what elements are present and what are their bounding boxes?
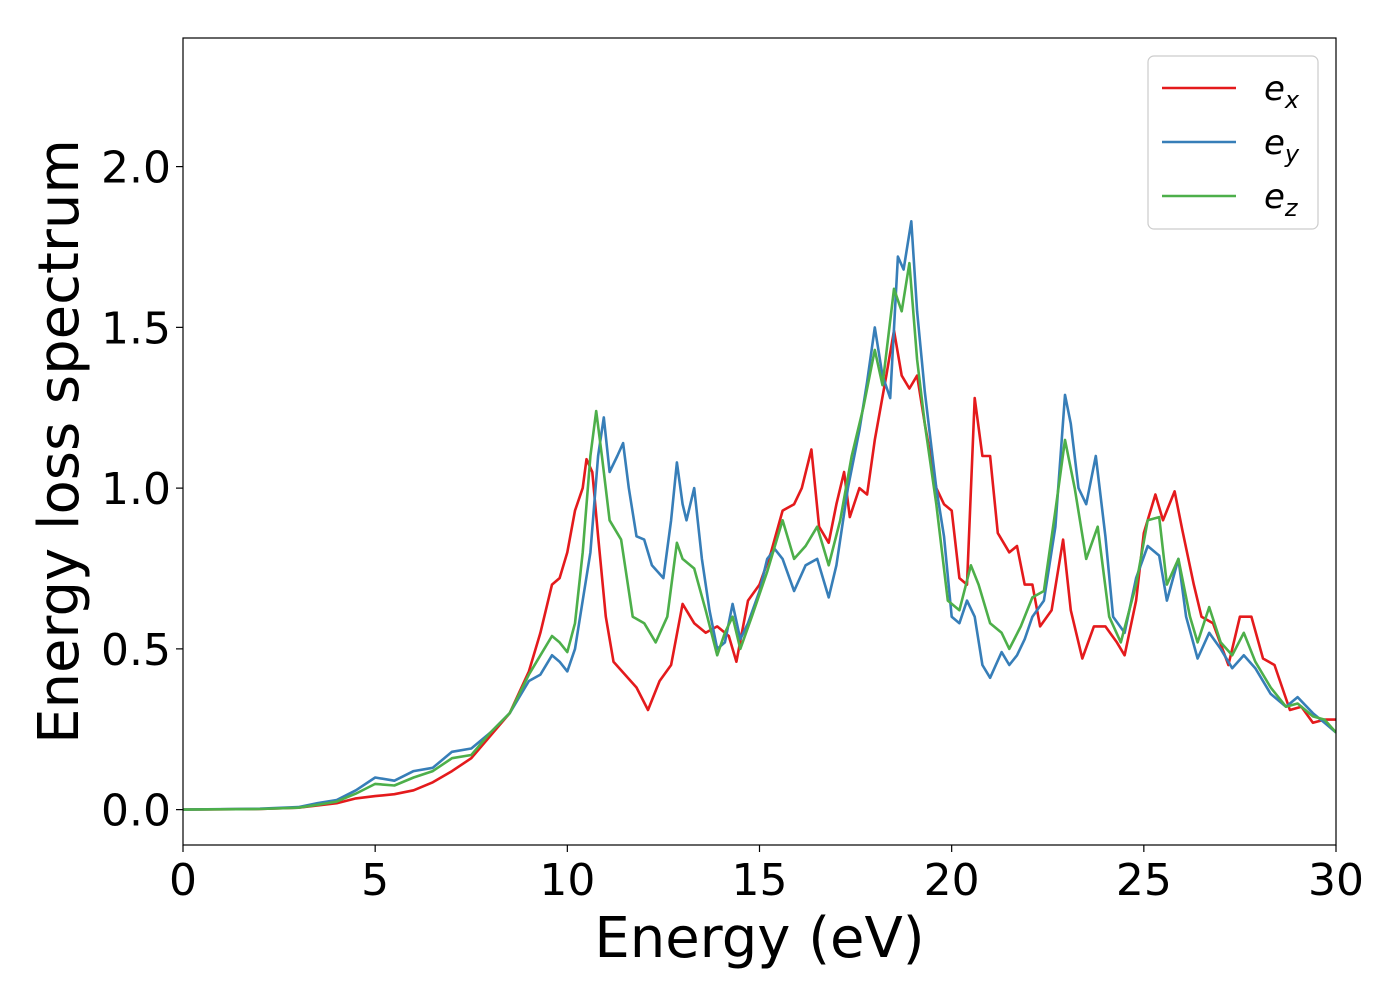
y-axis-label: Energy loss spectrum bbox=[27, 139, 92, 744]
y-axis-ticks: 0.0 0.5 1.0 1.5 2.0 bbox=[101, 143, 183, 837]
legend-entry-label: ex bbox=[1264, 69, 1300, 114]
y-tick-label: 1.0 bbox=[101, 464, 171, 515]
series-line-ez bbox=[183, 261, 1336, 811]
series-line-ex bbox=[183, 329, 1336, 811]
x-tick-label: 20 bbox=[924, 855, 980, 906]
x-tick-label: 30 bbox=[1308, 855, 1364, 906]
legend-entry-label: ey bbox=[1264, 123, 1300, 168]
legend: ex ey ez bbox=[1147, 55, 1319, 230]
y-tick-label: 0.5 bbox=[101, 625, 171, 676]
series-lines bbox=[183, 220, 1336, 811]
series-line-ey bbox=[183, 220, 1336, 811]
x-axis-label: Energy (eV) bbox=[594, 906, 924, 971]
x-tick-label: 15 bbox=[732, 855, 788, 906]
x-tick-label: 0 bbox=[169, 855, 197, 906]
x-tick-label: 10 bbox=[539, 855, 595, 906]
x-tick-label: 25 bbox=[1116, 855, 1172, 906]
legend-entry-label: ez bbox=[1264, 177, 1299, 222]
y-tick-label: 1.5 bbox=[101, 303, 171, 354]
y-tick-label: 2.0 bbox=[101, 143, 171, 194]
x-tick-label: 5 bbox=[361, 855, 389, 906]
x-axis-ticks: 0 5 10 15 20 25 30 bbox=[169, 845, 1364, 906]
y-tick-label: 0.0 bbox=[101, 786, 171, 837]
